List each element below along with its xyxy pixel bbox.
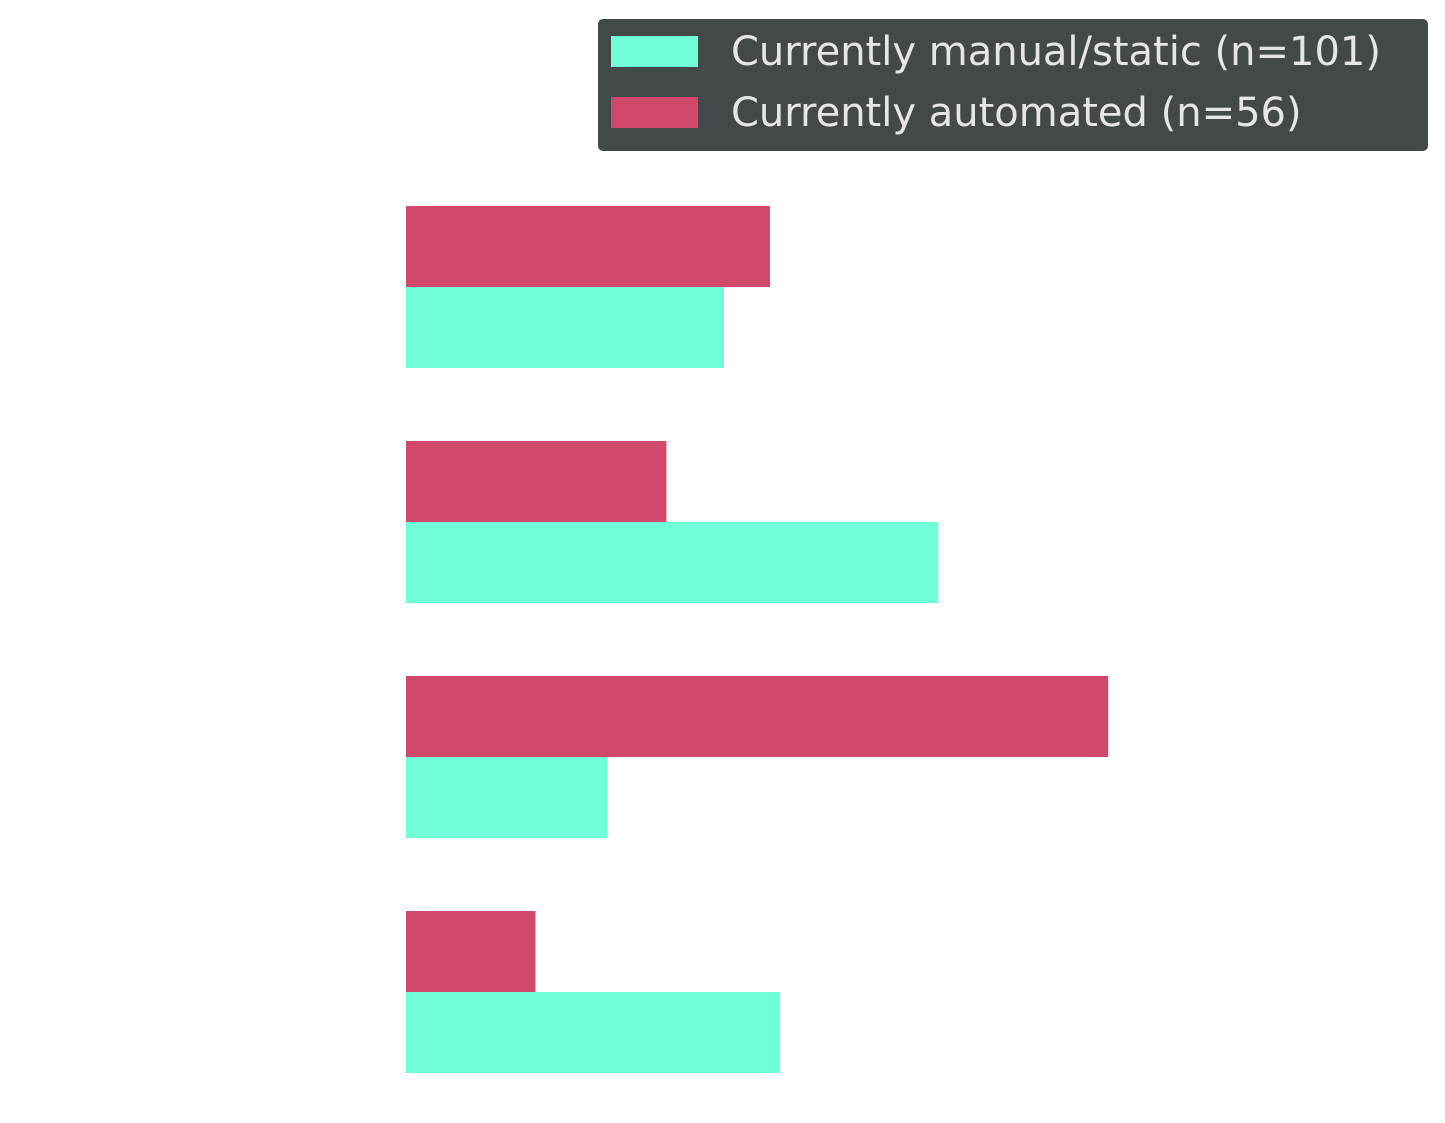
bar [406,757,608,838]
bar [406,441,667,522]
bar [406,992,781,1073]
bar [406,911,536,992]
bar [406,206,771,287]
legend-box [598,19,1428,151]
bar [406,676,1109,757]
legend-label: Currently manual/static (n=101) [731,29,1381,75]
legend-swatch [611,97,698,128]
bar [406,522,939,603]
legend-swatch [611,36,698,67]
bar [406,287,724,368]
legend-label: Currently automated (n=56) [731,90,1302,136]
